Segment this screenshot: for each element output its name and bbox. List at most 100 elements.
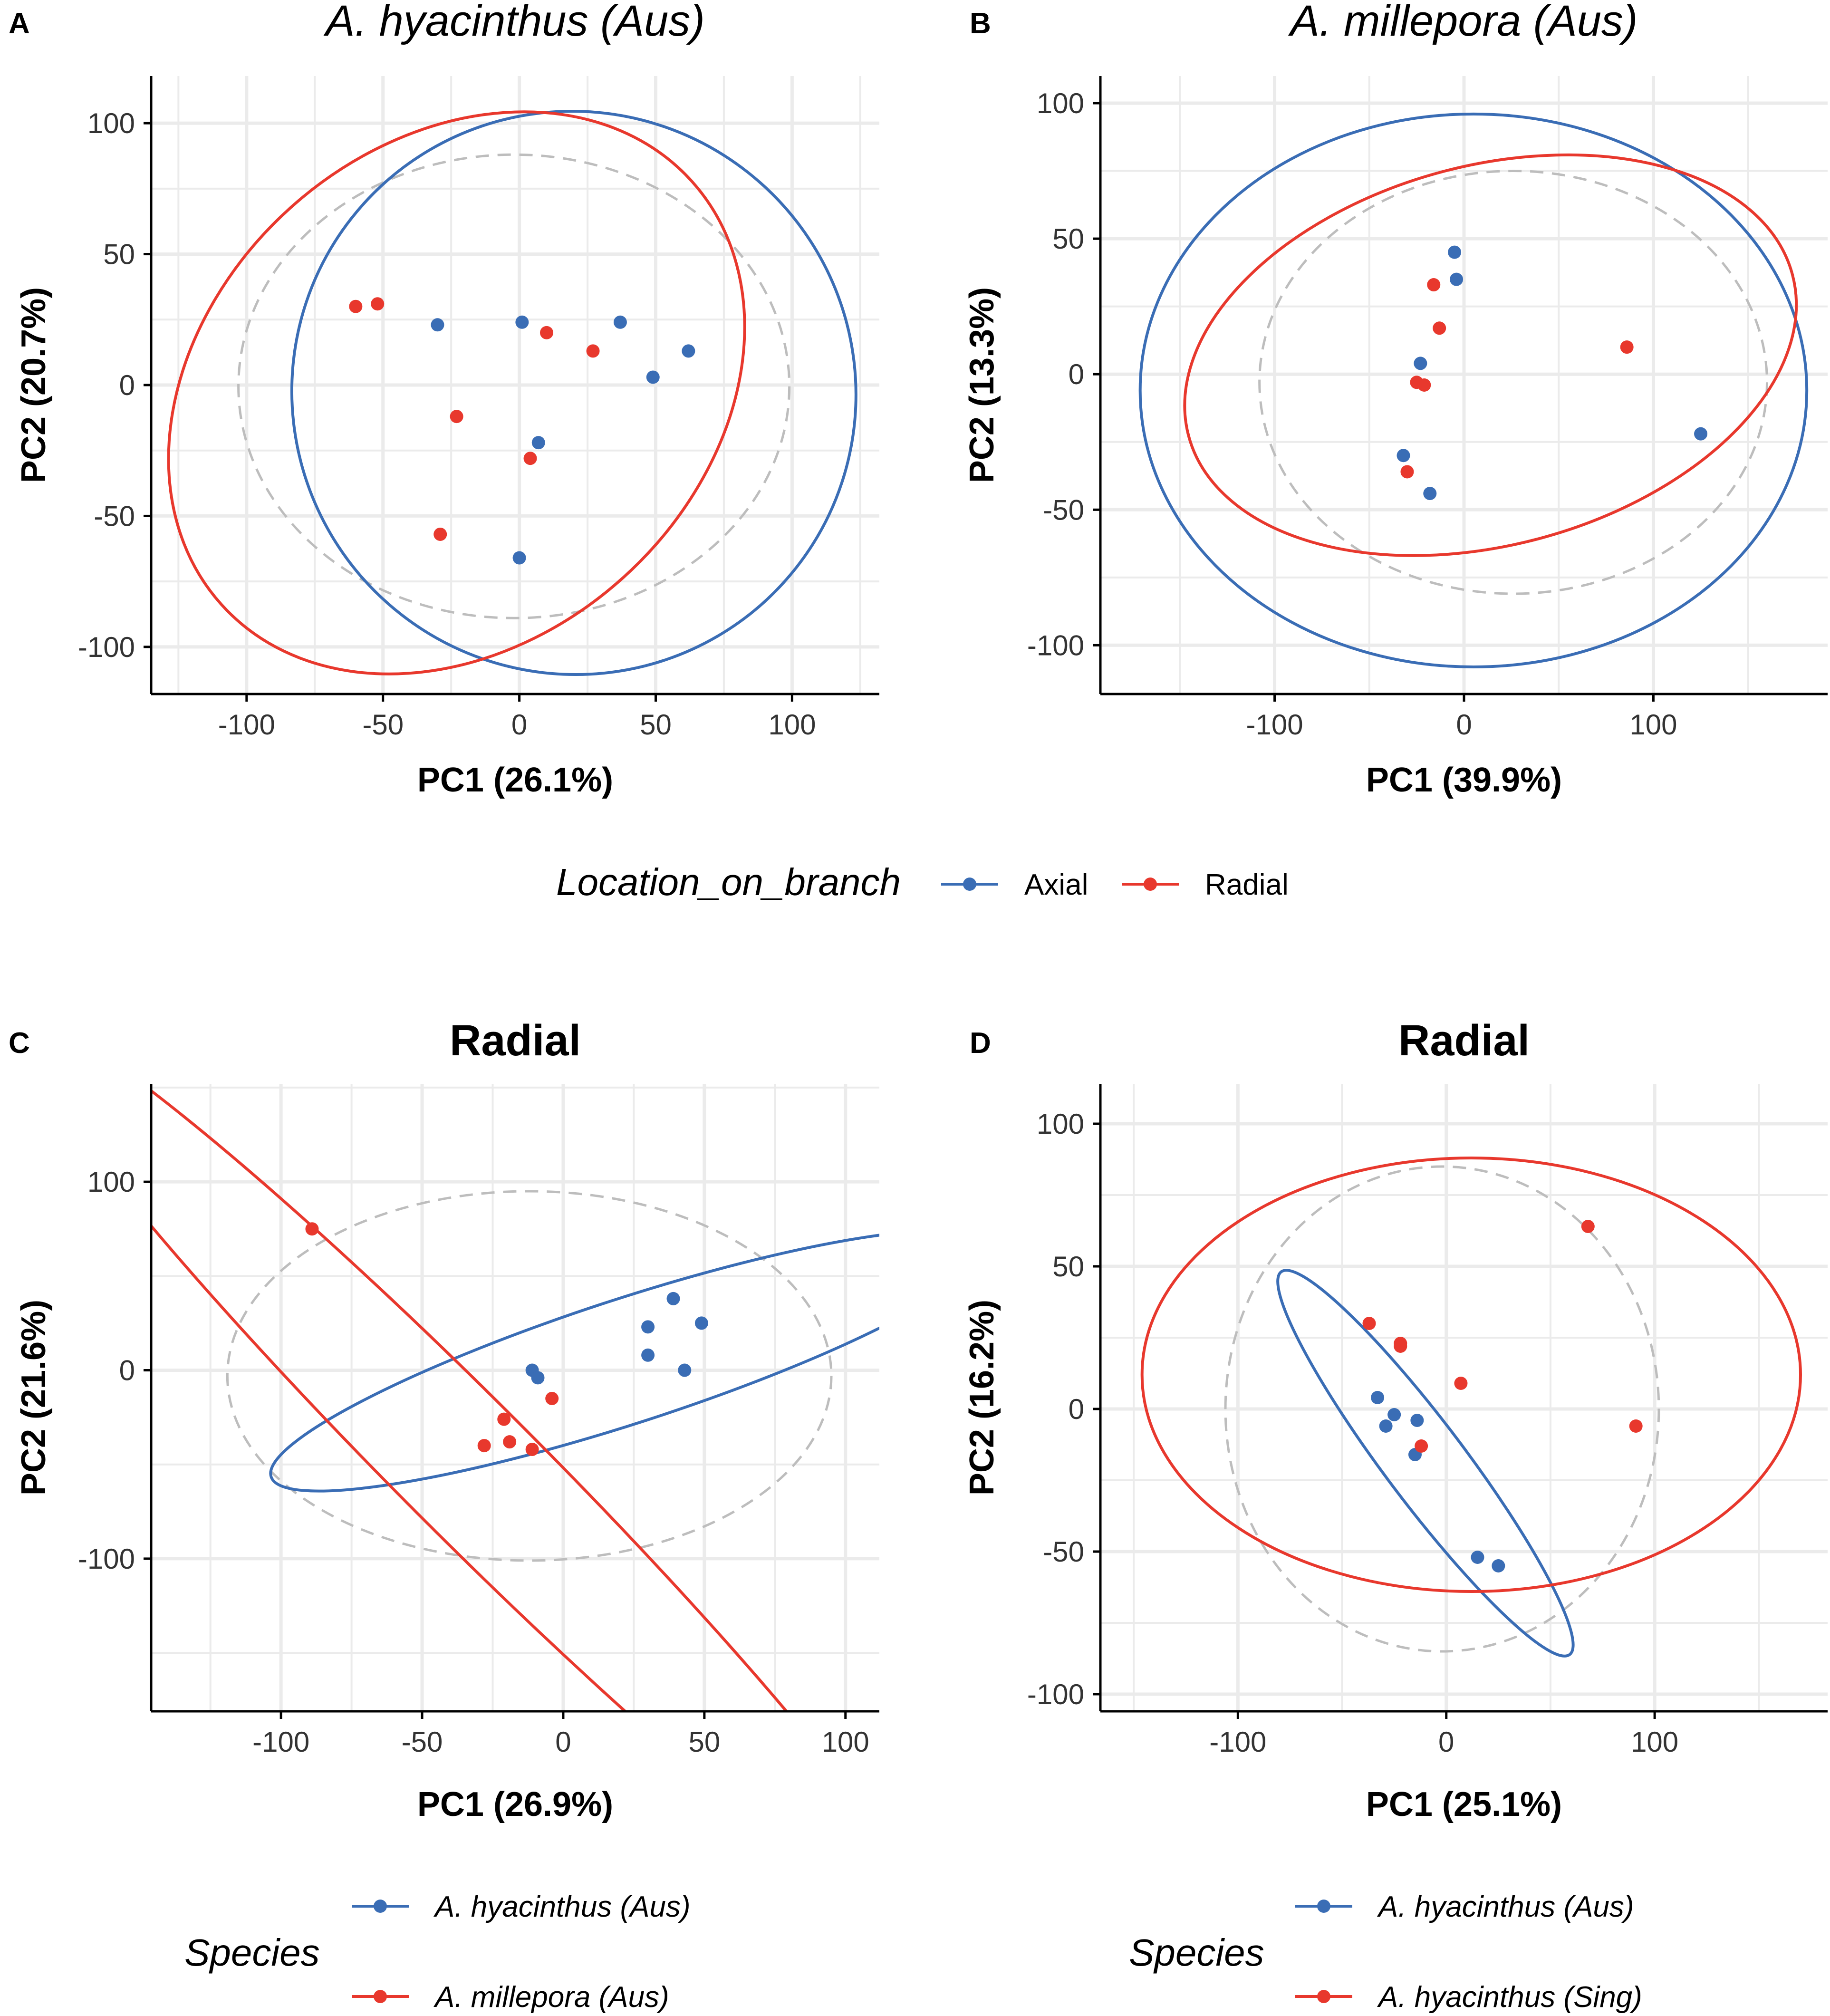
confidence-ellipse-series-1 [269, 1229, 879, 1493]
legend-title: Species [184, 1931, 320, 1974]
panel-d: D Radial -100 0 100 -100 -50 0 50 100 PC1 (25.1%) P… [963, 1016, 1828, 1823]
reference-ellipse [237, 153, 791, 619]
data-points [1397, 245, 1708, 501]
x-tick-label: -100 [252, 1726, 309, 1758]
data-point-series-1 [613, 315, 627, 329]
y-tick-label: 50 [1052, 223, 1084, 255]
data-point-series-2 [545, 1391, 559, 1405]
data-point-series-2 [1433, 321, 1446, 335]
gridlines [1100, 1084, 1828, 1711]
data-point-series-1 [1397, 449, 1410, 463]
data-point-series-2 [1620, 340, 1634, 354]
gridlines [151, 1084, 879, 1711]
x-tick-label: 100 [1631, 1726, 1678, 1758]
chart-title: A. millepora (Aus) [1288, 0, 1637, 45]
data-point-series-2 [1629, 1419, 1643, 1433]
legend-species-panel-d: Species A. hyacinthus (Aus) A. hyacinthus … [1129, 1891, 1642, 2014]
panel-letter: B [970, 7, 991, 40]
y-tick-label: -50 [1043, 1536, 1084, 1568]
data-point-series-2 [1394, 1340, 1407, 1353]
data-point-series-2 [1581, 1220, 1595, 1233]
x-tick-label: -100 [218, 709, 275, 741]
panel-letter: C [9, 1027, 30, 1060]
tick-labels: -100 -50 0 50 100 -100 0 100 [78, 1166, 869, 1758]
y-axis-label: PC2 (16.2%) [963, 1300, 1001, 1495]
reference-ellipse [1258, 170, 1768, 595]
gridlines [151, 76, 879, 694]
y-tick-label: -50 [1043, 494, 1084, 526]
data-point-series-2 [433, 527, 447, 541]
tick-labels: -100 -50 0 50 100 -100 -50 0 50 100 [78, 107, 816, 741]
data-point-series-1 [515, 315, 529, 329]
x-tick-label: 100 [1629, 709, 1677, 741]
data-point-series-2 [305, 1222, 319, 1236]
legend-key-series-1-dot [1317, 1900, 1330, 1913]
y-tick-label: 100 [87, 1166, 135, 1198]
y-axis-label: PC2 (21.6%) [15, 1300, 53, 1495]
x-tick-label: -50 [362, 709, 404, 741]
legend-title: Species [1129, 1931, 1264, 1974]
x-tick-label: 100 [768, 709, 816, 741]
tick-labels: -100 0 100 -100 -50 0 50 100 [1027, 87, 1677, 741]
data-point-series-2 [1400, 465, 1414, 479]
panel-b: B A. millepora (Aus) -100 0 100 -100 -50 0 50 100… [963, 0, 1828, 799]
y-tick-label: 100 [1037, 1108, 1084, 1140]
y-tick-label: -50 [94, 500, 135, 532]
legend-label: Axial [1024, 868, 1088, 901]
data-point-series-2 [525, 1443, 539, 1457]
legend-title: Location_on_branch [556, 861, 901, 903]
x-tick-label: 0 [511, 709, 527, 741]
data-point-series-1 [1379, 1419, 1393, 1433]
x-tick-label: 0 [1456, 709, 1472, 741]
x-tick-label: 50 [688, 1726, 720, 1758]
y-tick-label: -100 [1027, 629, 1084, 661]
gridlines [1100, 76, 1828, 694]
x-tick-label: -100 [1209, 1726, 1266, 1758]
data-point-series-2 [1454, 1377, 1468, 1390]
y-tick-label: 0 [1069, 358, 1084, 390]
chart-title: Radial [450, 1016, 581, 1065]
chart-panels: A A. hyacinthus (Aus) -100 -50 0 50 100 -100 -50… [9, 0, 1828, 1823]
ellipses [151, 1084, 879, 1711]
data-points [349, 297, 695, 565]
data-point-series-2 [497, 1412, 511, 1426]
data-point-series-1 [531, 1371, 545, 1385]
legend-label: A. hyacinthus (Aus) [433, 1891, 691, 1923]
y-tick-label: 0 [119, 369, 135, 401]
data-point-series-2 [450, 410, 463, 424]
legend-label: A. hyacinthus (Aus) [1377, 1891, 1634, 1923]
confidence-ellipse-series-2 [151, 1084, 879, 1711]
legend-key-axial-dot [963, 878, 976, 891]
data-point-series-2 [349, 299, 363, 313]
y-axis-label: PC2 (20.7%) [15, 287, 53, 483]
confidence-ellipse-series-1 [1138, 112, 1809, 668]
chart-title: Radial [1398, 1016, 1530, 1065]
y-tick-label: 100 [1037, 87, 1084, 119]
data-point-series-1 [641, 1348, 655, 1362]
y-tick-label: -100 [1027, 1678, 1084, 1710]
y-tick-label: 0 [1069, 1393, 1084, 1425]
legend-label: A. hyacinthus (Sing) [1377, 1981, 1642, 2014]
data-point-series-2 [1417, 378, 1431, 392]
x-tick-label: -100 [1246, 709, 1303, 741]
data-point-series-1 [531, 436, 545, 450]
data-point-series-2 [503, 1435, 517, 1449]
data-point-series-1 [1423, 487, 1437, 501]
panel-letter: A [9, 7, 30, 40]
y-tick-label: 100 [87, 107, 135, 139]
legend-key-radial-dot [1144, 878, 1157, 891]
ellipses [1138, 112, 1809, 668]
legend-location: Location_on_branch Axial Radial [556, 861, 1289, 903]
legend-key-series-2-dot [1317, 1990, 1330, 2003]
data-point-series-2 [523, 452, 537, 465]
data-point-series-1 [1448, 245, 1462, 259]
data-point-series-1 [512, 551, 526, 565]
y-axis-label: PC2 (13.3%) [963, 287, 1001, 483]
data-point-series-1 [666, 1292, 680, 1305]
x-tick-label: 0 [1438, 1726, 1454, 1758]
data-point-series-1 [1694, 427, 1708, 441]
data-point-series-2 [539, 326, 553, 339]
data-point-series-2 [1362, 1317, 1376, 1330]
y-tick-label: 50 [103, 239, 135, 270]
data-point-series-1 [641, 1320, 655, 1334]
